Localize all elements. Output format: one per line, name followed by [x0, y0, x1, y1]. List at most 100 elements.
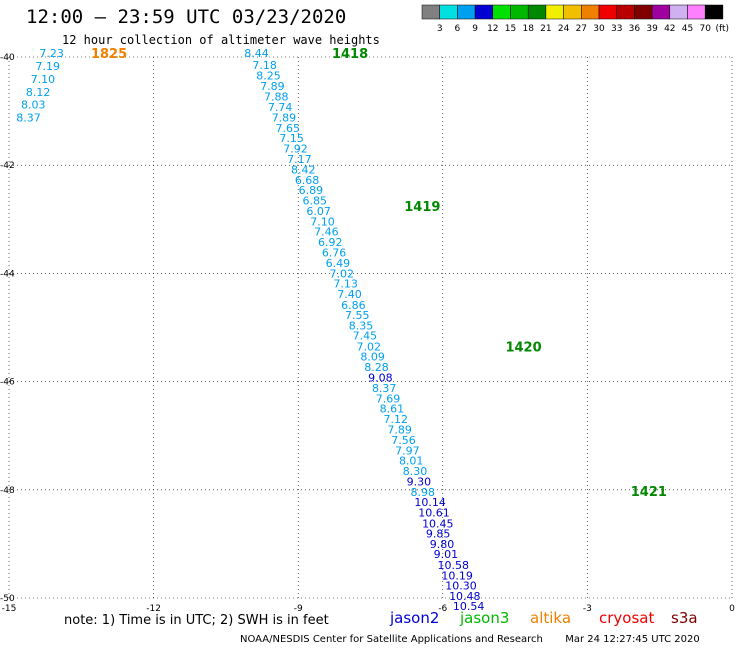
wave-height-value: 10.61: [418, 507, 450, 520]
wave-height-value: 7.97: [395, 444, 420, 457]
wave-height-value: 6.92: [318, 236, 343, 249]
wave-height-value: 7.02: [357, 340, 382, 353]
wave-height-value: 8.30: [403, 465, 428, 478]
wave-height-value: 6.68: [295, 174, 320, 187]
wave-height-value: 6.76: [322, 246, 347, 259]
wave-height-value: 8.61: [380, 403, 405, 416]
lat-tick-label: -50: [0, 594, 15, 604]
wave-height-value: 8.28: [364, 361, 389, 374]
wave-height-value: 7.40: [337, 288, 362, 301]
wave-height-value: 10.23: [457, 611, 489, 612]
wave-height-value: 9.85: [426, 528, 451, 541]
wave-height-value: 7.89: [387, 424, 412, 437]
lat-tick-label: -40: [0, 53, 15, 63]
wave-height-value: 9.80: [430, 538, 455, 551]
wave-height-value: 9.08: [368, 371, 393, 384]
colorbar-unit: (ft): [715, 24, 729, 34]
colorbar-tick-label: 15: [505, 24, 516, 34]
map-frame: [8, 56, 733, 599]
wave-height-value: 7.55: [345, 309, 370, 322]
wave-height-value: 8.12: [26, 86, 51, 99]
lon-tick-label: -12: [146, 604, 161, 612]
legend-satellite-altika: altika: [530, 609, 572, 627]
colorbar-tick-label: 12: [487, 24, 498, 34]
legend-satellite-jason2: jason2: [390, 609, 440, 627]
pass-number-label: 1420: [505, 340, 541, 355]
lon-tick-label: -9: [294, 604, 303, 612]
wave-height-value: 10.14: [414, 496, 446, 509]
footer-credit-text: NOAA/NESDIS Center for Satellite Applica…: [240, 634, 543, 645]
legend-note: note: 1) Time is in UTC; 2) SWH is in fe…: [64, 613, 329, 628]
pass-number-label: 1418: [332, 47, 368, 62]
wave-height-value: 7.65: [276, 122, 301, 135]
wave-height-map: -15 -12 -9 -6 -3 0-40-42-44-46-48-507.237.197…: [0, 47, 735, 612]
pass-number-label: 1825: [91, 47, 127, 62]
wave-height-value: 6.07: [306, 205, 331, 218]
wave-height-value: 10.54: [453, 600, 485, 612]
wave-height-value: 10.58: [437, 559, 469, 572]
colorbar-tick-label: 45: [682, 24, 693, 34]
wave-height-value: 7.92: [283, 142, 308, 155]
wave-height-value: 7.89: [260, 80, 285, 93]
colorbar-tick-label: 27: [576, 24, 587, 34]
wave-height-value: 8.25: [256, 69, 281, 82]
colorbar-tick-label: 24: [558, 24, 570, 34]
wave-height-value: 8.37: [16, 112, 41, 125]
wave-height-value: 9.30: [407, 476, 432, 489]
colorbar-tick-label: 9: [472, 24, 478, 34]
colorbar-swatch: [704, 4, 724, 20]
lat-tick-label: -44: [0, 269, 15, 279]
wave-height-value: 7.46: [314, 226, 339, 239]
colorbar-tick-label: 70: [699, 24, 711, 34]
wave-height-value: 8.37: [372, 382, 397, 395]
wave-height-value: 10.48: [449, 590, 481, 603]
wave-height-value: 7.74: [268, 101, 293, 114]
wave-height-value: 8.09: [360, 351, 385, 364]
pass-number-label: 1419: [404, 200, 440, 215]
wave-height-value: 10.30: [445, 580, 477, 593]
lat-tick-label: -48: [0, 486, 15, 496]
colorbar-tick-label: 6: [455, 24, 461, 34]
wave-height-value: 7.02: [330, 267, 355, 280]
color-scale-legend: 3 6 9 12 15 18 21 24 27 30 33 36 39 42 45 70 (ft): [421, 4, 729, 34]
colorbar-tick-label: 36: [629, 24, 641, 34]
lon-tick-label: 0: [729, 604, 735, 612]
footer-timestamp: Mar 24 12:27:45 UTC 2020: [565, 634, 700, 645]
wave-height-value: 7.12: [384, 413, 409, 426]
wave-height-value: 7.18: [252, 59, 277, 72]
page-title: 12:00 – 23:59 UTC 03/23/2020: [26, 6, 347, 28]
wave-height-value: 7.19: [36, 60, 61, 73]
lon-tick-label: -3: [583, 604, 592, 612]
colorbar-tick-label: 18: [522, 24, 534, 34]
wave-height-value: 9.01: [434, 548, 459, 561]
wave-height-value: 7.10: [31, 73, 56, 86]
colorbar-tick-label: 3: [437, 24, 443, 34]
wave-height-value: 10.19: [441, 569, 473, 582]
legend-satellite-cryosat: cryosat: [599, 609, 655, 627]
wave-height-value: 7.23: [39, 47, 64, 60]
wave-height-value: 7.10: [310, 215, 335, 228]
wave-height-value: 8.03: [21, 99, 46, 112]
page-subtitle: 12 hour collection of altimeter wave hei…: [62, 33, 380, 47]
wave-height-value: 7.89: [272, 112, 297, 125]
wave-height-value: 7.17: [287, 153, 312, 166]
legend-satellite-s3a: s3a: [671, 609, 698, 627]
colorbar-tick-label: 21: [540, 24, 551, 34]
wave-height-value: 6.89: [299, 184, 324, 197]
wave-height-value: 10.45: [422, 517, 454, 530]
legend-satellite-jason3: jason3: [460, 609, 510, 627]
wave-height-value: 7.15: [279, 132, 304, 145]
colorbar-tick-label: 39: [646, 24, 658, 34]
wave-height-value: 7.69: [376, 392, 401, 405]
colorbar-tick-label: 42: [664, 24, 675, 34]
lon-tick-label: -15: [2, 604, 17, 612]
wave-height-value: 6.49: [326, 257, 351, 270]
colorbar-tick-label: 33: [611, 24, 622, 34]
lon-tick-label: -6: [438, 604, 447, 612]
wave-height-value: 7.45: [353, 330, 378, 343]
footer-credit: NOAA/NESDIS Center for Satellite Applica…: [240, 634, 700, 645]
wave-height-value: 7.88: [264, 90, 289, 103]
wave-height-value: 8.44: [244, 47, 269, 60]
wave-height-value: 7.56: [391, 434, 416, 447]
wave-height-value: 8.01: [399, 455, 424, 468]
